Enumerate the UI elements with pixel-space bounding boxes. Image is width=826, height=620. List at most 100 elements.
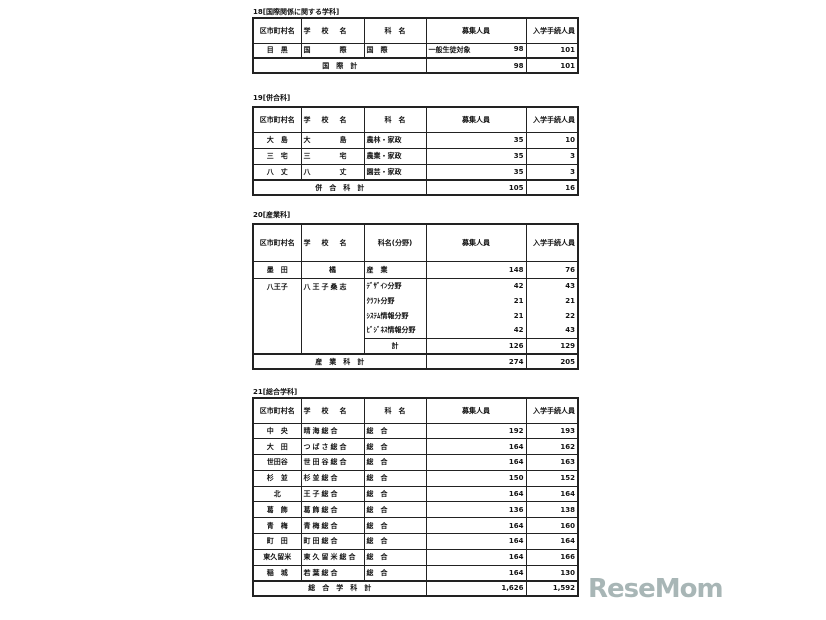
watermark-logo: ReseMom	[588, 574, 724, 604]
district-cell: 北	[252, 485, 302, 503]
district-cell: 大 島	[252, 131, 302, 149]
header-course: 科名(分野)	[363, 223, 427, 262]
total-capacity: 274	[425, 353, 527, 370]
total-capacity: 105	[425, 179, 527, 196]
capacity-cell: 一般生徒対象 98	[425, 42, 527, 59]
data-table: 区市町村名学 校 名科 名募集人員 入学手続人員大 島大 島農林・家政 35 10 三 …	[252, 106, 579, 196]
capacity-cell: 35	[425, 163, 527, 181]
table-row: 東久留米 東久留米総合総 合 164 166	[252, 548, 579, 566]
capacity-cell: 35	[425, 147, 527, 165]
district-cell: 中 央	[252, 422, 302, 440]
total-capacity: 98	[425, 57, 527, 74]
school-cell: つばさ総合	[300, 438, 365, 456]
table-row: 墨 田橘産 業 148 76	[252, 260, 579, 279]
table-row: 三 宅三 宅農業・家政 35 3	[252, 147, 579, 165]
enrolled-cell: 76	[525, 260, 579, 279]
table-row: 目 黒国 際国 際一般生徒対象 98 101	[252, 42, 579, 59]
table-row: 杉 並杉並総合総 合 150 152	[252, 469, 579, 487]
course-cell: 農林・家政	[363, 131, 427, 149]
enrolled-cell: 163	[525, 454, 579, 471]
course-cell: 総 合	[363, 485, 427, 503]
subtotal-label: 計	[363, 337, 427, 355]
school-cell: 東久留米総合	[300, 548, 365, 566]
school-cell: 青梅総合	[300, 517, 365, 535]
header-row: 区市町村名学 校 名科名(分野) 募集人員 入学手続人員	[252, 223, 579, 262]
header-capacity: 募集人員	[425, 106, 527, 133]
table-row: 大 田つばさ総合総 合 164 162	[252, 438, 579, 456]
header-enrolled: 入学手続人員	[525, 223, 579, 262]
enrolled-cell: 43	[525, 323, 579, 338]
enrolled-cell: 3	[525, 147, 579, 165]
enrolled-cell: 3	[525, 163, 579, 181]
enrolled-cell: 164	[525, 533, 579, 550]
section-title: 20[産業科]	[253, 211, 291, 219]
total-row: 国 際 計 98 101	[252, 57, 579, 74]
enrolled-cell: 162	[525, 438, 579, 456]
district-cell: 青 梅	[252, 517, 302, 535]
course-cell: 総 合	[363, 454, 427, 471]
total-enrolled: 205	[525, 353, 579, 370]
district-cell: 世田谷	[252, 454, 302, 471]
header-course: 科 名	[363, 17, 427, 44]
district-cell: 大 田	[252, 438, 302, 456]
header-course: 科 名	[363, 106, 427, 133]
course-cell: 総 合	[363, 548, 427, 566]
table-row: 八王子 八王子桑志 ﾃﾞｻﾞｲﾝ分野 42 43	[252, 277, 579, 355]
section-title: 18[国際関係に関する学科]	[253, 8, 340, 16]
total-enrolled: 101	[525, 57, 579, 74]
school-cell: 橘	[300, 260, 365, 279]
header-district: 区市町村名	[252, 106, 302, 133]
header-district: 区市町村名	[252, 223, 302, 262]
enrolled-cell: 193	[525, 422, 579, 440]
header-school: 学 校 名	[300, 17, 365, 44]
school-cell: 八王子桑志	[300, 277, 365, 355]
header-enrolled: 入学手続人員	[525, 106, 579, 133]
enrolled-cell: 166	[525, 548, 579, 566]
capacity-cell: 136	[425, 501, 527, 519]
capacity-cell: 164	[425, 517, 527, 535]
enrolled-cell: 152	[525, 469, 579, 487]
table-row: 中 央晴海総合総 合 192 193	[252, 422, 579, 440]
capacity-cell: 21	[425, 308, 527, 323]
data-table: 区市町村名学 校 名科名(分野) 募集人員 入学手続人員墨 田橘産 業 148 76 八王…	[252, 223, 579, 370]
course-cell: ｼｽﾃﾑ情報分野	[363, 308, 427, 323]
capacity-cell: 148	[425, 260, 527, 279]
enrolled-cell: 101	[525, 42, 579, 59]
header-capacity: 募集人員	[425, 223, 527, 262]
district-cell: 八 丈	[252, 163, 302, 181]
total-row: 総 合 学 科 計 1,626 1,592	[252, 580, 579, 597]
capacity-cell: 164	[425, 548, 527, 566]
district-cell: 三 宅	[252, 147, 302, 165]
section-title: 21[総合学科]	[253, 388, 298, 396]
table-row: 北王子総合総 合 164 164	[252, 485, 579, 503]
table-row: 町 田町田総合総 合 164 164	[252, 533, 579, 550]
total-label: 併 合 科 計	[252, 179, 427, 196]
section-title: 19[併合科]	[253, 94, 291, 102]
header-school: 学 校 名	[300, 106, 365, 133]
header-enrolled: 入学手続人員	[525, 17, 579, 44]
header-enrolled: 入学手続人員	[525, 397, 579, 424]
header-capacity: 募集人員	[425, 17, 527, 44]
capacity-cell: 150	[425, 469, 527, 487]
enrolled-cell: 43	[525, 278, 579, 293]
enrolled-cell: 138	[525, 501, 579, 519]
total-row: 産 業 科 計 274 205	[252, 353, 579, 370]
table-row: 稲 城若葉総合総 合 164 130	[252, 564, 579, 582]
table-row: 世田谷 世田谷総合総 合 164 163	[252, 454, 579, 471]
table-row: ﾋﾞｼﾞﾈｽ情報分野 42 43	[253, 323, 579, 338]
school-cell: 杉並総合	[300, 469, 365, 487]
district-cell: 稲 城	[252, 564, 302, 582]
course-cell: 総 合	[363, 438, 427, 456]
table-row: 葛 飾葛飾総合総 合 136 138	[252, 501, 579, 519]
header-district: 区市町村名	[252, 397, 302, 424]
district-cell: 杉 並	[252, 469, 302, 487]
course-cell: 総 合	[363, 501, 427, 519]
district-cell: 八王子	[252, 277, 302, 355]
table-row: 八 丈八 丈園芸・家政 35 3	[252, 163, 579, 181]
total-capacity: 1,626	[425, 580, 527, 597]
school-cell: 町田総合	[300, 533, 365, 550]
subtotal-enrolled: 129	[525, 337, 579, 355]
course-cell: 総 合	[363, 469, 427, 487]
capacity-cell: 42	[425, 323, 527, 338]
total-enrolled: 16	[525, 179, 579, 196]
